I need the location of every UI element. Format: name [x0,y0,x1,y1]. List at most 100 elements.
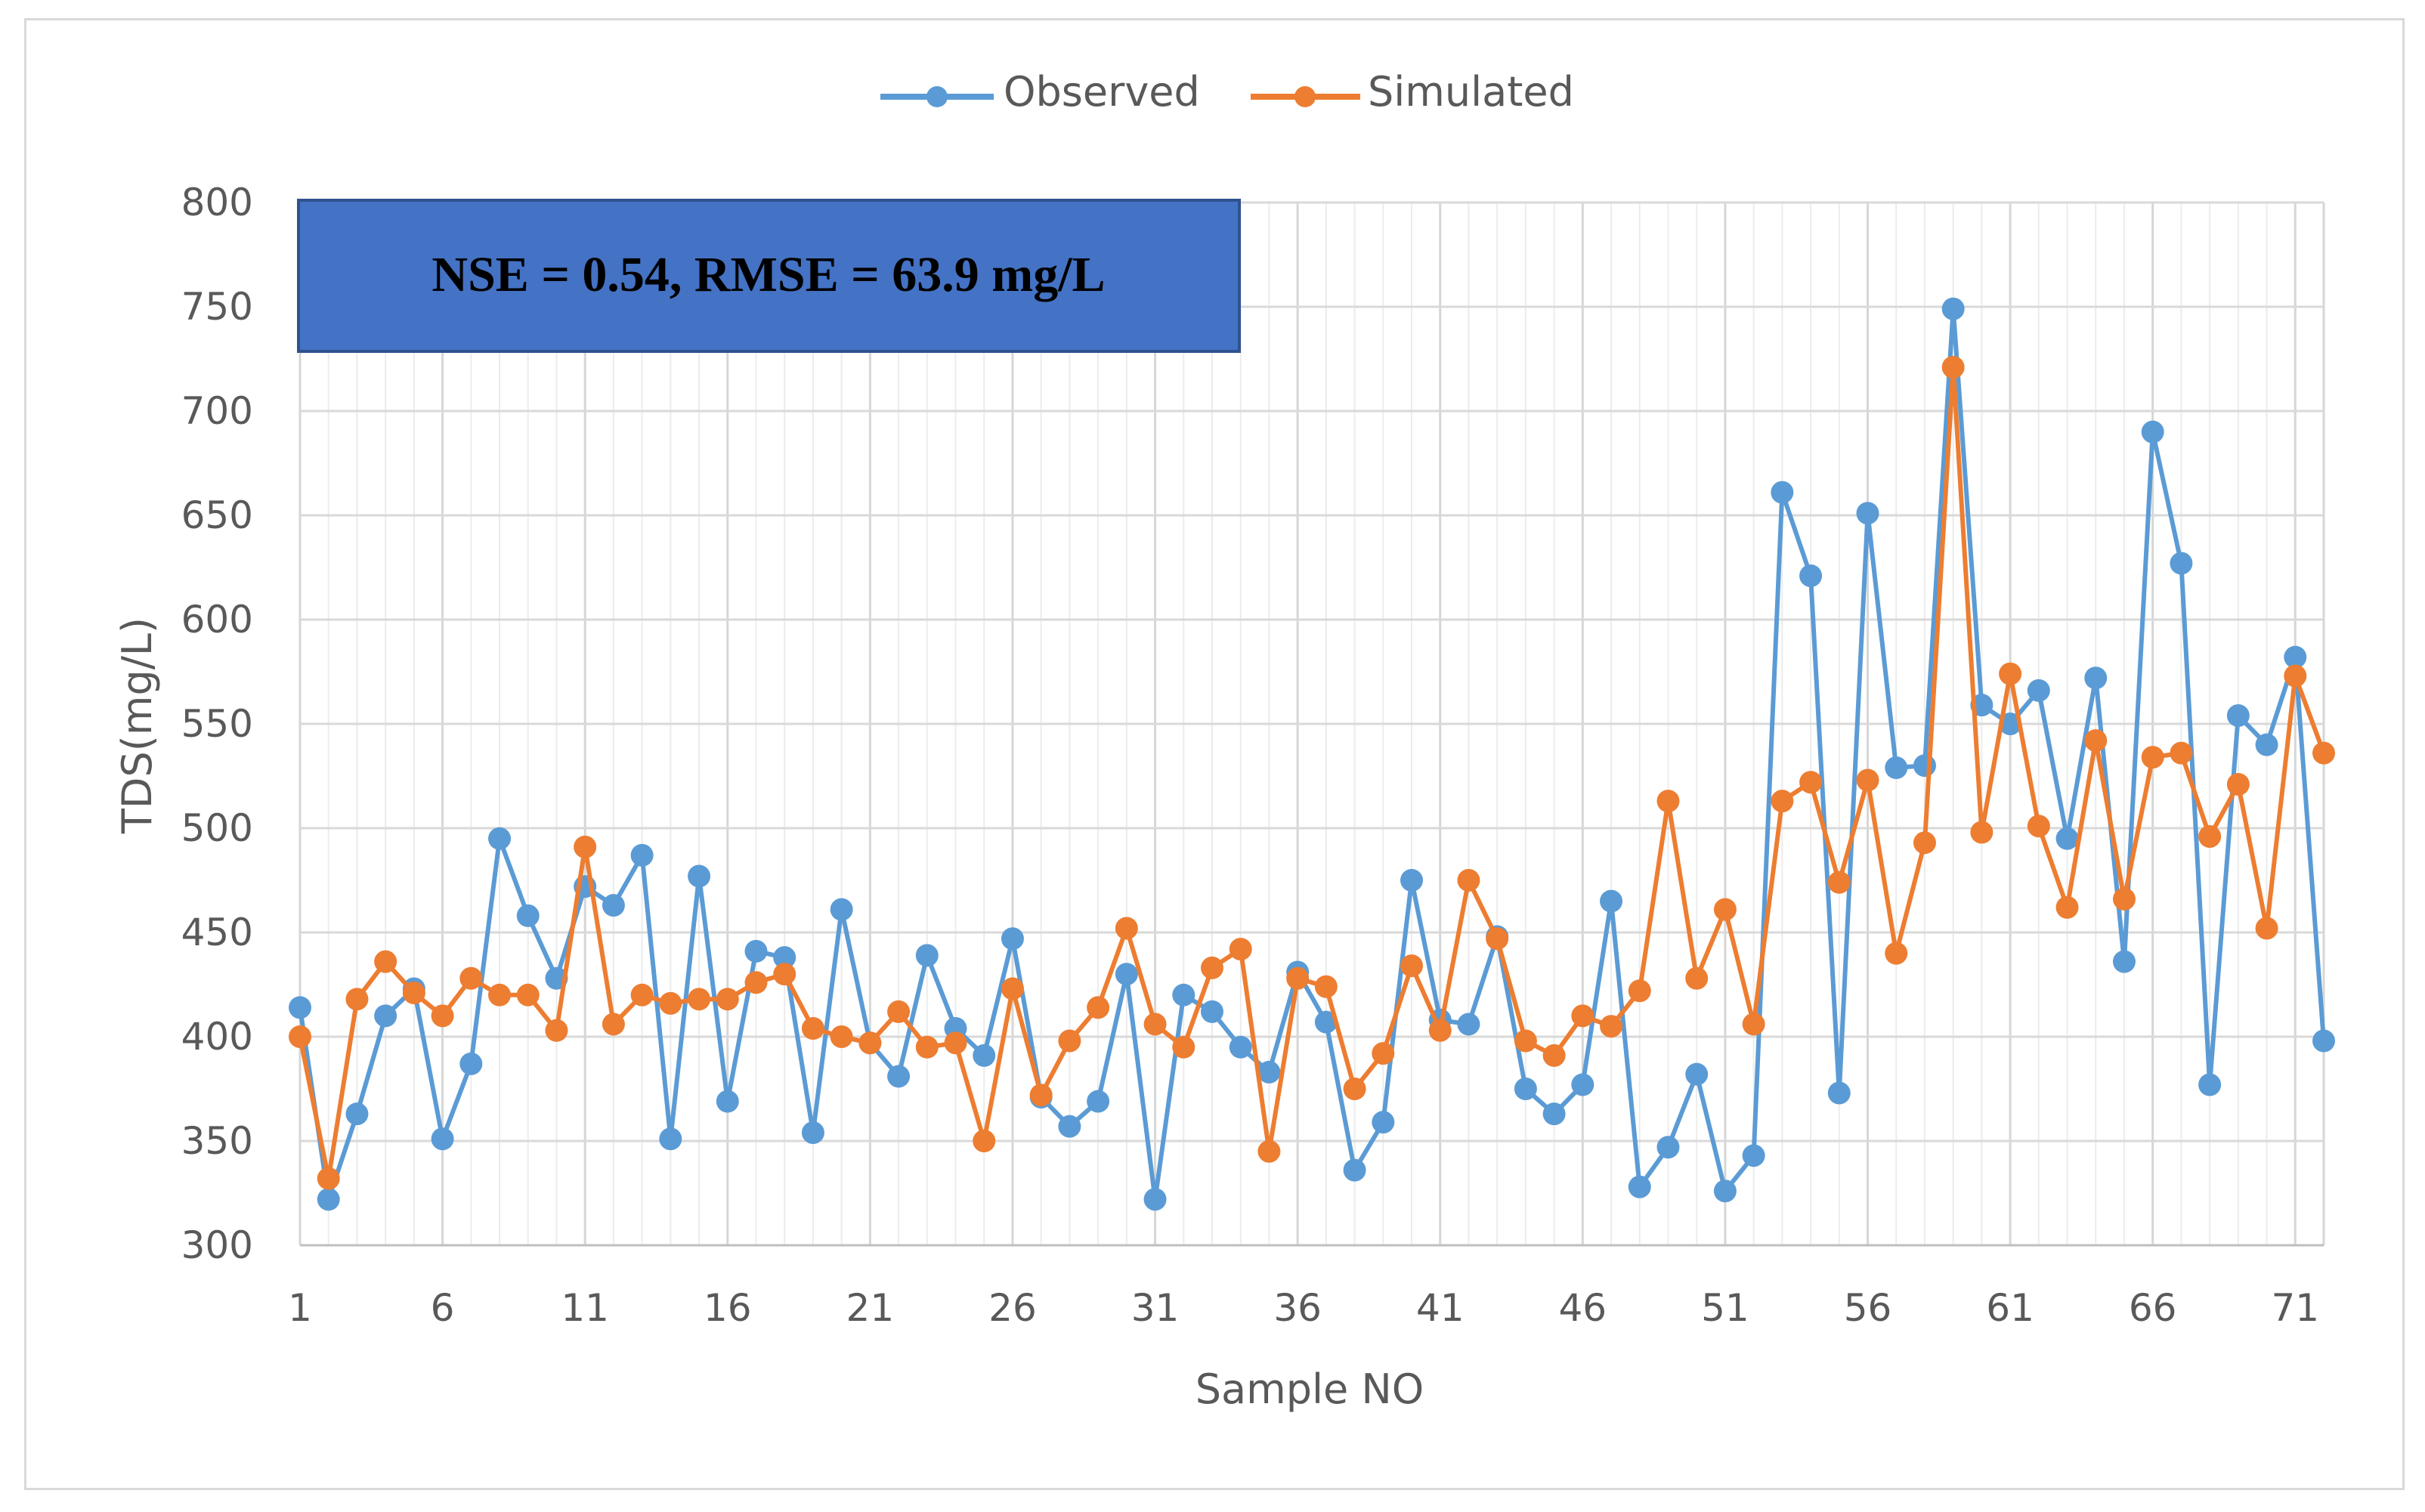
observed-point [2226,703,2250,727]
observed-point [915,944,939,967]
observed-point [374,1004,397,1028]
y-tick-label: 300 [181,1223,253,1267]
observed-point [1628,1175,1651,1198]
simulated-point [1286,966,1310,990]
simulated-point [345,988,369,1011]
observed-point [1713,1180,1737,1203]
observed-point [2255,733,2278,756]
simulated-point [801,1016,824,1040]
observed-point [459,1052,483,1075]
observed-point [801,1121,824,1144]
y-tick-label: 700 [181,389,253,433]
y-axis-ticks: 300 350 400 450 500 550 600 650 700 750 800 [181,181,253,1267]
simulated-point [1343,1078,1366,1100]
simulated-point [431,1004,454,1028]
simulated-point [688,988,711,1011]
x-tick-label: 41 [1416,1286,1465,1330]
observed-point [1514,1078,1537,1100]
simulated-point [1628,979,1651,1003]
x-tick-label: 56 [1844,1286,1892,1330]
legend: Observed Simulated [880,68,1574,116]
simulated-point [2027,815,2050,838]
observed-point [887,1065,911,1088]
simulated-point [1885,942,1908,965]
observed-point [2027,679,2050,702]
observed-point [317,1188,340,1211]
simulated-point [1486,927,1509,951]
observed-point [2312,1029,2335,1053]
legend-item-observed: Observed [880,68,1200,116]
simulated-point [1713,898,1737,921]
legend-simulated-label: Simulated [1368,68,1574,116]
observed-point [1001,927,1024,951]
x-tick-label: 21 [846,1286,895,1330]
y-tick-label: 350 [181,1119,253,1163]
simulated-point [1029,1084,1053,1107]
simulated-point [1656,790,1680,813]
y-tick-label: 600 [181,598,253,642]
simulated-point [1542,1044,1566,1067]
annotation-text: NSE = 0.54, RMSE = 63.9 mg/L [431,247,1105,302]
observed-point [1885,756,1908,779]
simulated-point [659,991,682,1015]
legend-observed-marker [926,86,948,107]
simulated-point [1257,1139,1281,1163]
simulated-point [2141,746,2164,769]
observed-point [602,894,625,917]
simulated-point [773,963,796,986]
x-tick-label: 51 [1701,1286,1749,1330]
simulated-point [2255,917,2278,940]
simulated-point [1999,662,2022,685]
observed-point [1856,502,1879,525]
simulated-point [858,1031,882,1055]
observed-point [1685,1062,1709,1086]
observed-point [688,864,711,888]
simulated-point [374,950,397,973]
simulated-point [716,988,739,1011]
y-tick-label: 750 [181,285,253,329]
simulated-point [488,983,512,1006]
observed-point [1941,297,1965,320]
observed-point [1771,481,1794,504]
y-tick-label: 650 [181,493,253,537]
observed-line [298,306,2326,1202]
x-tick-label: 36 [1273,1286,1322,1330]
simulated-point [1856,768,1879,792]
simulated-point [459,966,483,990]
simulated-point [744,971,768,994]
observed-point [516,904,540,927]
y-tick-label: 500 [181,806,253,850]
x-tick-label: 61 [1986,1286,2034,1330]
simulated-point [317,1167,340,1190]
simulated-point [1001,977,1024,1000]
observed-point [1058,1115,1081,1138]
observed-point [1229,1035,1252,1059]
observed-point [1314,1010,1338,1034]
y-tick-label: 450 [181,911,253,954]
simulated-point [1172,1035,1195,1059]
observed-point [1257,1060,1281,1084]
y-tick-label: 400 [181,1015,253,1059]
x-tick-label: 31 [1131,1286,1180,1330]
simulated-point [1742,1013,1765,1036]
x-tick-label: 1 [288,1286,312,1330]
simulated-point [1372,1042,1395,1065]
simulated-point [602,1013,625,1036]
series-observed [289,297,2335,1211]
observed-point [2170,552,2193,575]
simulated-point [944,1031,967,1055]
simulated-point [1115,917,1138,940]
x-tick-label: 26 [988,1286,1037,1330]
observed-point [659,1127,682,1151]
observed-point [1400,869,1424,892]
simulated-point [574,835,597,858]
simulated-point [2312,741,2335,765]
x-tick-label: 11 [561,1286,609,1330]
observed-point [2084,666,2108,690]
observed-point [1087,1090,1110,1113]
observed-point [2141,420,2164,444]
observed-point [1143,1188,1167,1211]
observed-point [1600,889,1623,913]
simulated-point [915,1035,939,1059]
